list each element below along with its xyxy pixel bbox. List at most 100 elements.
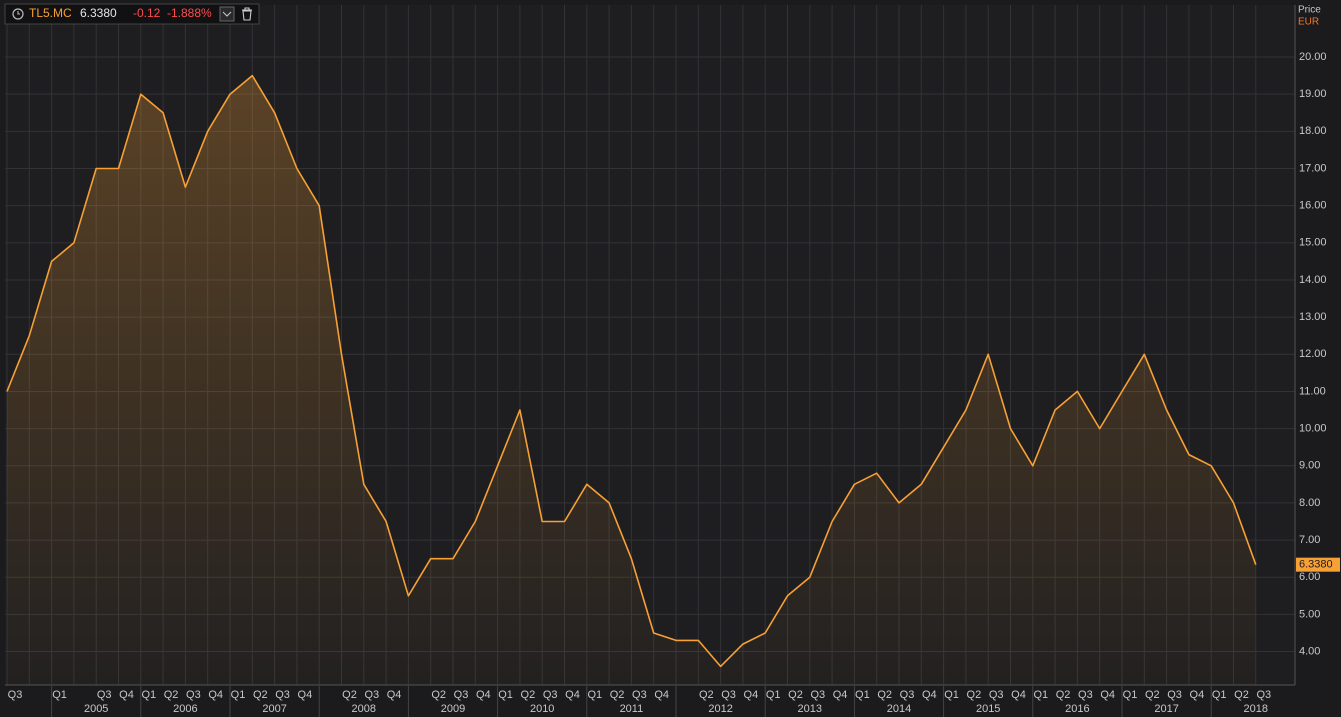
x-tick-label: Q1 — [141, 689, 156, 701]
y-tick-label: 6.00 — [1299, 571, 1320, 583]
x-year-label: 2005 — [84, 703, 108, 715]
price-line — [6, 74, 1257, 668]
x-tick-label: Q1 — [855, 689, 870, 701]
x-year-label: 2010 — [530, 703, 554, 715]
x-year-label: 2008 — [352, 703, 376, 715]
y-tick-label: 11.00 — [1299, 385, 1326, 397]
x-year-label: 2018 — [1244, 703, 1268, 715]
x-tick-label: Q1 — [498, 689, 513, 701]
y-axis-title: Price — [1298, 5, 1321, 16]
x-tick-label: Q3 — [810, 689, 825, 701]
x-year-label: 2006 — [173, 703, 197, 715]
x-tick-label: Q4 — [1190, 689, 1205, 701]
last-price: 6.3380 — [80, 6, 117, 20]
price-area — [7, 75, 1256, 686]
x-tick-label: Q2 — [967, 689, 982, 701]
y-tick-label: 10.00 — [1299, 423, 1327, 435]
y-tick-label: 5.00 — [1299, 608, 1320, 620]
y-tick-label: 8.00 — [1299, 497, 1320, 509]
x-tick-label: Q1 — [1033, 689, 1048, 701]
header-box — [4, 3, 260, 25]
x-year-label: 2017 — [1154, 703, 1178, 715]
x-tick-label: Q3 — [632, 689, 647, 701]
y-tick-label: 4.00 — [1299, 645, 1320, 657]
y-tick-label: 14.00 — [1299, 274, 1327, 286]
x-year-label: 2015 — [976, 703, 1000, 715]
y-tick-label: 9.00 — [1299, 460, 1320, 472]
x-tick-label: Q3 — [1167, 689, 1182, 701]
dropdown-button[interactable] — [219, 6, 235, 22]
x-tick-label: Q3 — [454, 689, 469, 701]
x-tick-label: Q2 — [342, 689, 357, 701]
delete-button[interactable] — [242, 7, 252, 21]
x-tick-label: Q3 — [186, 689, 201, 701]
x-year-label: 2009 — [441, 703, 465, 715]
x-tick-label: Q3 — [364, 689, 379, 701]
price-change-pct: -1.888% — [167, 6, 212, 20]
y-tick-label: 15.00 — [1299, 237, 1327, 249]
x-tick-label: Q2 — [431, 689, 446, 701]
x-tick-label: Q4 — [744, 689, 759, 701]
x-tick-label: Q4 — [1011, 689, 1026, 701]
x-tick-label: Q1 — [944, 689, 959, 701]
x-tick-label: Q3 — [8, 689, 23, 701]
x-tick-label: Q1 — [52, 689, 67, 701]
x-tick-label: Q2 — [164, 689, 179, 701]
x-tick-label: Q3 — [97, 689, 112, 701]
y-tick-label: 13.00 — [1299, 311, 1327, 323]
x-year-label: 2011 — [620, 703, 644, 715]
x-tick-label: Q2 — [1234, 689, 1249, 701]
dropdown-arrow — [222, 11, 232, 17]
x-year-label: 2016 — [1065, 703, 1089, 715]
x-tick-label: Q4 — [833, 689, 848, 701]
last-price-badge — [1296, 557, 1340, 572]
x-tick-label: Q4 — [208, 689, 223, 701]
symbol-header: TL5.MC 6.3380 -0.12 -1.888% — [4, 3, 260, 25]
x-tick-label: Q4 — [1100, 689, 1115, 701]
x-tick-label: Q4 — [565, 689, 580, 701]
x-year-label: 2014 — [887, 703, 911, 715]
x-tick-label: Q2 — [699, 689, 714, 701]
x-tick-label: Q1 — [1212, 689, 1227, 701]
x-tick-label: Q3 — [275, 689, 290, 701]
x-tick-label: Q2 — [877, 689, 892, 701]
x-tick-label: Q2 — [1056, 689, 1071, 701]
price-change: -0.12 — [133, 6, 161, 20]
x-year-label: 2013 — [798, 703, 822, 715]
x-tick-label: Q3 — [900, 689, 915, 701]
x-year-label: 2007 — [262, 703, 286, 715]
x-tick-label: Q1 — [766, 689, 781, 701]
clock-hand — [17, 11, 20, 15]
x-year-label: 2012 — [708, 703, 732, 715]
x-tick-label: Q1 — [1123, 689, 1138, 701]
symbol[interactable]: TL5.MC — [29, 6, 72, 20]
x-tick-label: Q2 — [1145, 689, 1160, 701]
x-tick-label: Q3 — [543, 689, 558, 701]
y-tick-label: 7.00 — [1299, 534, 1320, 546]
x-tick-label: Q4 — [298, 689, 313, 701]
x-tick-label: Q4 — [922, 689, 937, 701]
x-tick-label: Q2 — [788, 689, 803, 701]
y-tick-label: 16.00 — [1299, 200, 1327, 212]
last-price-label: 6.3380 — [1299, 559, 1333, 571]
y-tick-label: 17.00 — [1299, 162, 1327, 174]
x-tick-label: Q1 — [587, 689, 602, 701]
x-tick-label: Q4 — [119, 689, 134, 701]
x-tick-label: Q2 — [610, 689, 625, 701]
x-tick-label: Q4 — [387, 689, 402, 701]
y-axis-unit: EUR — [1298, 17, 1319, 28]
x-tick-label: Q4 — [476, 689, 491, 701]
x-tick-label: Q3 — [1256, 689, 1271, 701]
x-tick-label: Q4 — [654, 689, 669, 701]
x-tick-label: Q1 — [231, 689, 246, 701]
x-tick-label: Q2 — [521, 689, 536, 701]
y-tick-label: 20.00 — [1299, 51, 1327, 63]
x-tick-label: Q3 — [989, 689, 1004, 701]
y-tick-label: 18.00 — [1299, 125, 1327, 137]
x-tick-label: Q3 — [1078, 689, 1093, 701]
x-tick-label: Q3 — [721, 689, 736, 701]
y-tick-label: 12.00 — [1299, 348, 1327, 360]
clock-icon[interactable] — [12, 8, 24, 20]
